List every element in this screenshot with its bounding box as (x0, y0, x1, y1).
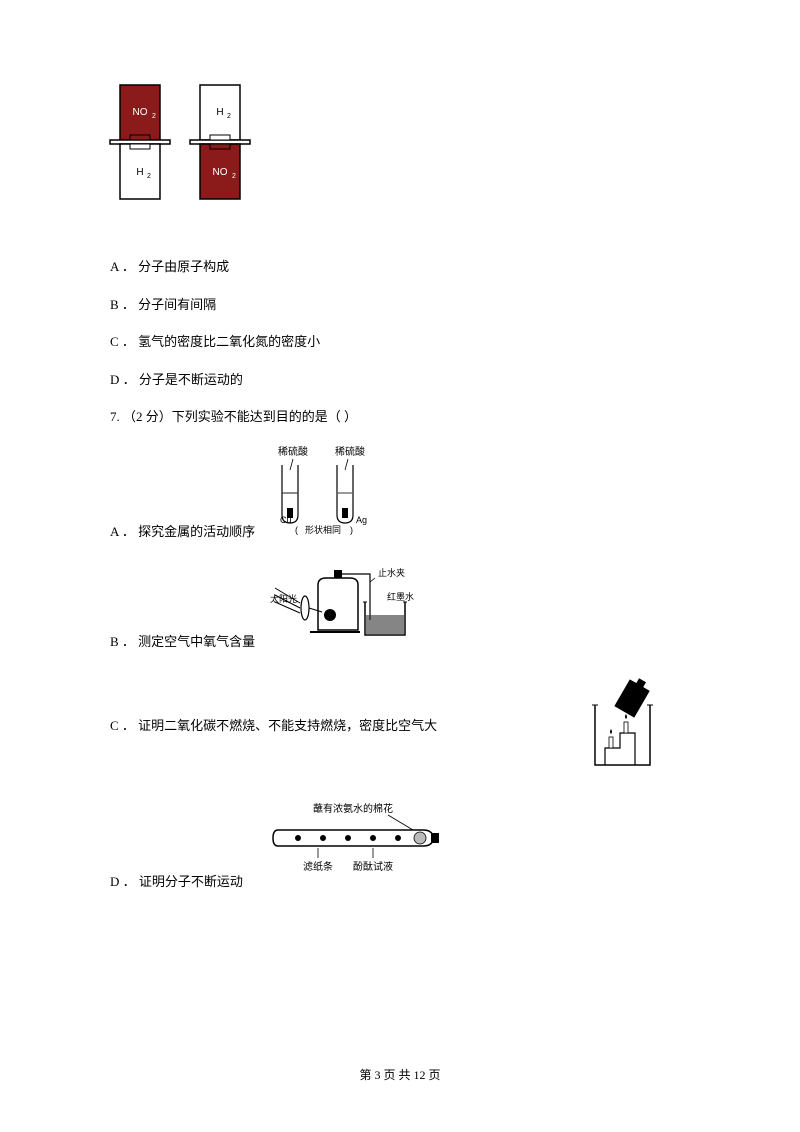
svg-text:止水夹: 止水夹 (378, 567, 405, 578)
experiment-d-diagram: 蘸有浓氨水的棉花 滤纸条 酚酞试液 (248, 800, 458, 892)
option-c: C ． 氢气的密度比二氧化氮的密度小 (110, 332, 690, 352)
svg-text:(: ( (295, 525, 298, 535)
svg-text:2: 2 (232, 173, 236, 180)
svg-text:2: 2 (152, 113, 156, 120)
svg-text:滤纸条: 滤纸条 (303, 860, 333, 873)
experiment-d: D ． 证明分子不断运动 蘸有浓氨水的棉花 滤纸条 (110, 800, 690, 892)
experiment-a: A ． 探究金属的活动顺序 稀硫酸 Cu 稀硫酸 Ag ( 形状 (110, 445, 690, 542)
svg-text:): ) (350, 525, 353, 535)
bottle-diagram: NO 2 H 2 H 2 NO 2 (105, 80, 690, 232)
svg-text:NO: NO (213, 167, 228, 178)
experiment-a-diagram: 稀硫酸 Cu 稀硫酸 Ag ( 形状相同 ) (260, 445, 410, 542)
svg-text:Cu: Cu (280, 515, 292, 525)
option-b: B ． 分子间有间隔 (110, 295, 690, 315)
experiment-d-label: D ． 证明分子不断运动 (110, 872, 243, 892)
svg-text:形状相同: 形状相同 (305, 524, 341, 535)
experiment-c: C ． 证明二氧化碳不燃烧、不能支持燃烧，密度比空气大 (110, 670, 690, 782)
svg-text:Ag: Ag (356, 515, 367, 525)
svg-text:H: H (216, 107, 223, 118)
experiment-b: B ． 测定空气中氧气含量 太阳光 止 (110, 560, 690, 652)
page-footer: 第 3 页 共 12 页 (0, 1066, 800, 1084)
experiment-a-label: A ． 探究金属的活动顺序 (110, 522, 255, 542)
svg-text:蘸有浓氨水的棉花: 蘸有浓氨水的棉花 (313, 802, 393, 815)
option-a: A ． 分子由原子构成 (110, 257, 690, 277)
svg-text:酚酞试液: 酚酞试液 (353, 860, 393, 873)
svg-text:稀硫酸: 稀硫酸 (278, 445, 308, 458)
experiment-b-label: B ． 测定空气中氧气含量 (110, 632, 255, 652)
experiment-c-diagram (575, 670, 670, 782)
experiment-b-diagram: 太阳光 止水夹 (260, 560, 430, 652)
svg-text:红墨水: 红墨水 (387, 591, 414, 602)
svg-text:H: H (136, 167, 143, 178)
question-7: 7. （2 分）下列实验不能达到目的的是（ ） (110, 407, 690, 427)
svg-text:2: 2 (227, 113, 231, 120)
option-d: D ． 分子是不断运动的 (110, 370, 690, 390)
svg-text:NO: NO (133, 107, 148, 118)
experiment-c-label: C ． 证明二氧化碳不燃烧、不能支持燃烧，密度比空气大 (110, 716, 437, 736)
svg-text:稀硫酸: 稀硫酸 (335, 445, 365, 458)
svg-text:2: 2 (147, 173, 151, 180)
